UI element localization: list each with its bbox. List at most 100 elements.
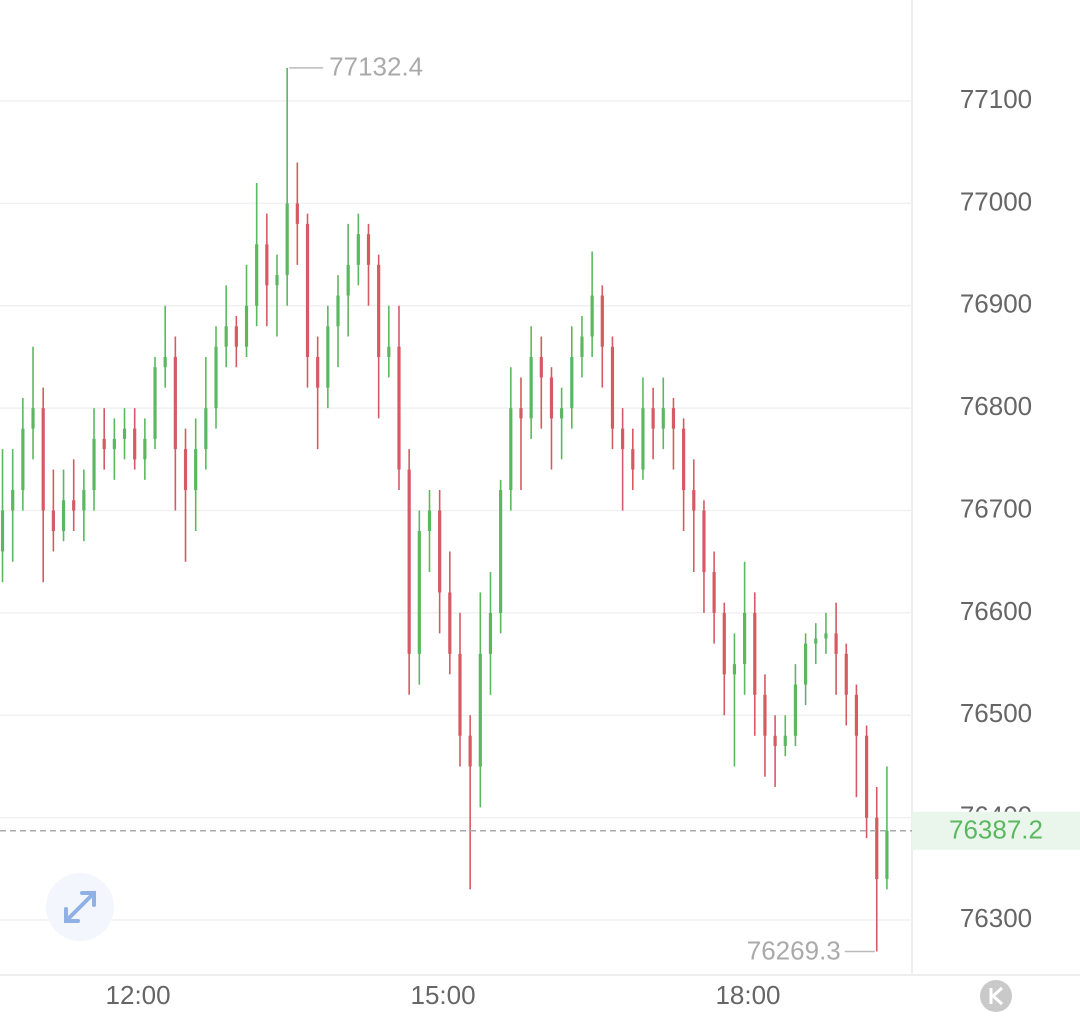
candle-body xyxy=(448,592,452,654)
candle-body xyxy=(51,510,55,532)
candle-body xyxy=(641,408,645,470)
candle-body xyxy=(468,735,472,767)
y-tick-label: 76700 xyxy=(960,493,1032,523)
y-tick-label: 76600 xyxy=(960,596,1032,626)
x-tick-label: 15:00 xyxy=(411,980,476,1010)
candle-body xyxy=(417,531,421,654)
candle-body xyxy=(214,346,218,409)
y-tick-label: 76300 xyxy=(960,903,1032,933)
candle-body xyxy=(682,428,686,491)
x-tick-label: 12:00 xyxy=(106,980,171,1010)
candle-body xyxy=(224,326,228,347)
y-tick-label: 76800 xyxy=(960,391,1032,421)
candle-body xyxy=(346,264,350,296)
candle-body xyxy=(387,346,391,357)
candle-body xyxy=(631,449,635,470)
candle-body xyxy=(885,830,889,880)
last-price-box xyxy=(912,811,1080,850)
candle-body xyxy=(702,510,706,572)
y-tick-label: 76900 xyxy=(960,289,1032,319)
candle-body xyxy=(92,438,96,491)
candle-body xyxy=(539,356,543,378)
candle-body xyxy=(143,438,147,460)
candle-body xyxy=(234,326,238,347)
candle-body xyxy=(377,264,381,357)
candle-body xyxy=(509,408,513,491)
candle-body xyxy=(743,612,747,665)
candle-body xyxy=(122,428,127,439)
candle-body xyxy=(438,510,442,593)
candle-body xyxy=(285,203,289,276)
candle-body xyxy=(163,356,167,368)
grid: 7630076400765007660076700768007690077000… xyxy=(0,84,1032,1010)
candle-body xyxy=(499,490,503,613)
candle-body xyxy=(732,664,737,675)
candle-body xyxy=(244,305,249,347)
candle-body xyxy=(133,428,137,460)
candle-body xyxy=(21,428,25,491)
candle-body xyxy=(610,346,615,429)
candle-body xyxy=(488,612,493,654)
candle-body xyxy=(112,438,116,450)
candle-body xyxy=(326,326,330,388)
candle-body xyxy=(153,367,157,439)
k-button[interactable] xyxy=(980,980,1012,1012)
candle-body xyxy=(204,408,208,450)
candle-body xyxy=(651,408,655,429)
candle-body xyxy=(824,633,828,639)
expand-button[interactable] xyxy=(46,873,114,941)
candle-body xyxy=(549,377,554,419)
candle-body xyxy=(793,684,798,736)
candle-body xyxy=(31,408,35,429)
candle-body xyxy=(529,356,533,419)
candle-body xyxy=(366,234,371,265)
candle-body xyxy=(580,336,584,357)
candle-body xyxy=(753,612,757,695)
candle-body xyxy=(864,735,869,818)
candle-body xyxy=(590,295,594,337)
candle-body xyxy=(194,449,198,491)
last-price-label: 76387.2 xyxy=(949,815,1043,845)
candle-body xyxy=(255,244,259,306)
candle-body xyxy=(478,653,482,767)
candle-body xyxy=(661,408,665,429)
candle-body xyxy=(814,638,818,644)
y-tick-label: 76500 xyxy=(960,698,1032,728)
candle-body xyxy=(61,500,66,532)
candle-body xyxy=(11,490,15,511)
candle-body xyxy=(560,408,564,419)
candle-body xyxy=(834,633,838,654)
candle-body xyxy=(783,735,787,746)
candle-body xyxy=(854,694,859,736)
candle-body xyxy=(671,408,676,429)
candle-body xyxy=(763,694,767,736)
candle-body xyxy=(621,428,625,450)
candle-body xyxy=(72,500,76,511)
candle-body xyxy=(712,571,716,613)
candle-body xyxy=(41,408,45,511)
candle-body xyxy=(336,295,340,327)
candle-body xyxy=(183,449,188,491)
candle-body xyxy=(722,612,726,675)
candle-body xyxy=(773,735,777,746)
candle-body xyxy=(692,490,696,511)
candle-body xyxy=(407,469,411,654)
candle-body xyxy=(275,275,279,286)
candle-body xyxy=(804,643,808,685)
candle-body xyxy=(305,223,310,357)
candle-body xyxy=(295,203,299,224)
candle-body xyxy=(427,510,432,532)
candle-body xyxy=(570,356,574,409)
candle-body xyxy=(458,653,462,736)
candle-body xyxy=(397,346,401,470)
candle-body xyxy=(875,817,879,880)
y-tick-label: 77100 xyxy=(960,84,1032,114)
candle-body xyxy=(356,234,360,265)
candle-body xyxy=(844,653,848,695)
candle-body xyxy=(519,408,523,419)
y-tick-label: 77000 xyxy=(960,186,1032,216)
candle-body xyxy=(82,490,86,511)
candle-body xyxy=(600,295,604,347)
